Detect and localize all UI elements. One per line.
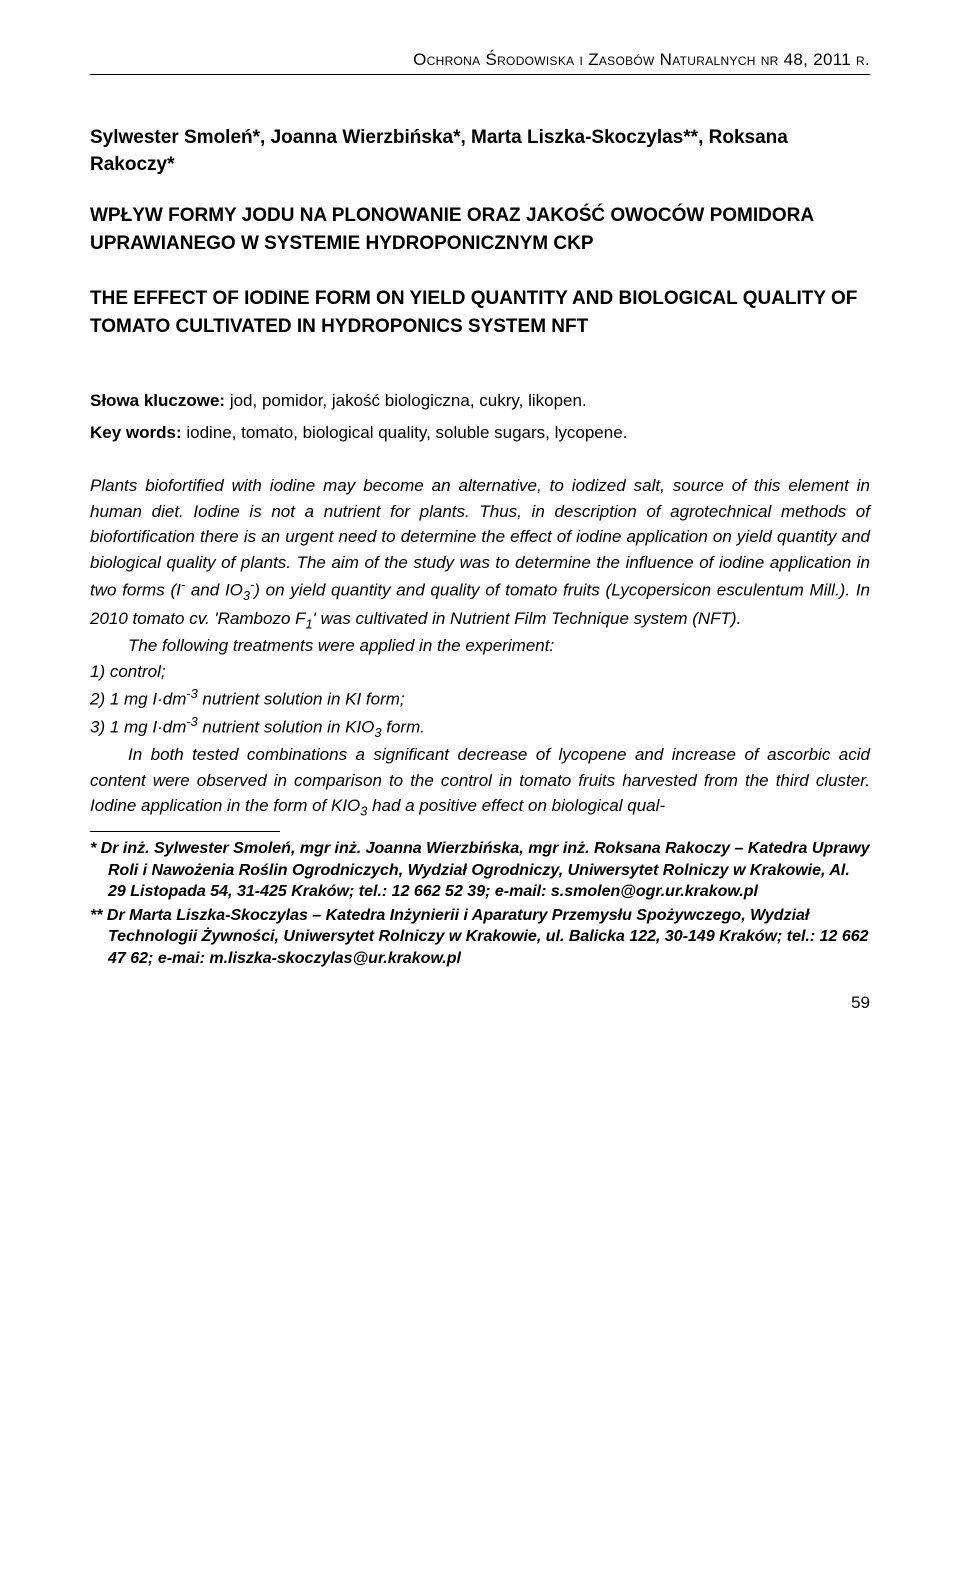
abstract-block-1: Plants biofortified with iodine may beco… [90, 473, 870, 658]
tr-txt: form. [382, 718, 425, 737]
treatment-1: 1) control; [90, 659, 870, 685]
sub-3: 3 [374, 725, 381, 740]
title-polish: WPŁYW FORMY JODU NA PLONOWANIE ORAZ JAKO… [90, 202, 870, 257]
footnotes: * Dr inż. Sylwester Smoleń, mgr inż. Joa… [90, 838, 870, 970]
sub-3: 3 [243, 588, 250, 603]
abstract-block-2: In both tested combinations a significan… [90, 742, 870, 821]
tr-txt: 3) 1 mg I·dm [90, 718, 186, 737]
footnote-2: ** Dr Marta Liszka-Skoczylas – Katedra I… [90, 905, 870, 970]
sub-1: 1 [306, 616, 313, 631]
abstract-p1: Plants biofortified with iodine may beco… [90, 473, 870, 633]
treatment-2: 2) 1 mg I·dm-3 nutrient solution in KI f… [90, 684, 870, 712]
treatments-list: 1) control; 2) 1 mg I·dm-3 nutrient solu… [90, 659, 870, 743]
tr-txt: 2) 1 mg I·dm [90, 690, 186, 709]
footnote-1: * Dr inż. Sylwester Smoleń, mgr inż. Joa… [90, 838, 870, 903]
kw-en-label: Key words: [90, 423, 182, 442]
page-number: 59 [90, 993, 870, 1013]
abstract-p2: The following treatments were applied in… [90, 633, 870, 659]
sup-neg3: -3 [186, 686, 197, 701]
tr-txt: nutrient solution in KI form; [198, 690, 405, 709]
header-divider [90, 74, 870, 75]
abs-txt: ' was cultivated in Nutrient Film Techni… [313, 609, 742, 628]
footnote-divider [90, 831, 280, 832]
sup-neg3: -3 [186, 714, 197, 729]
kw-pl-text: jod, pomidor, jakość biologiczna, cukry,… [225, 391, 587, 410]
keywords-english: Key words: iodine, tomato, biological qu… [90, 420, 870, 446]
journal-header: Ochrona Środowiska i Zasobów Naturalnych… [90, 50, 870, 70]
tr-txt: nutrient solution in KIO [198, 718, 375, 737]
kw-en-text: iodine, tomato, biological quality, solu… [182, 423, 628, 442]
abs-txt: and IO [185, 581, 243, 600]
title-english: THE EFFECT OF IODINE FORM ON YIELD QUANT… [90, 285, 870, 340]
treatment-3: 3) 1 mg I·dm-3 nutrient solution in KIO3… [90, 712, 870, 742]
authors: Sylwester Smoleń*, Joanna Wierzbińska*, … [90, 125, 870, 178]
abstract-p3: In both tested combinations a significan… [90, 742, 870, 821]
abs-txt: had a positive effect on biological qual… [367, 796, 665, 815]
keywords-polish: Słowa kluczowe: jod, pomidor, jakość bio… [90, 388, 870, 414]
kw-pl-label: Słowa kluczowe: [90, 391, 225, 410]
